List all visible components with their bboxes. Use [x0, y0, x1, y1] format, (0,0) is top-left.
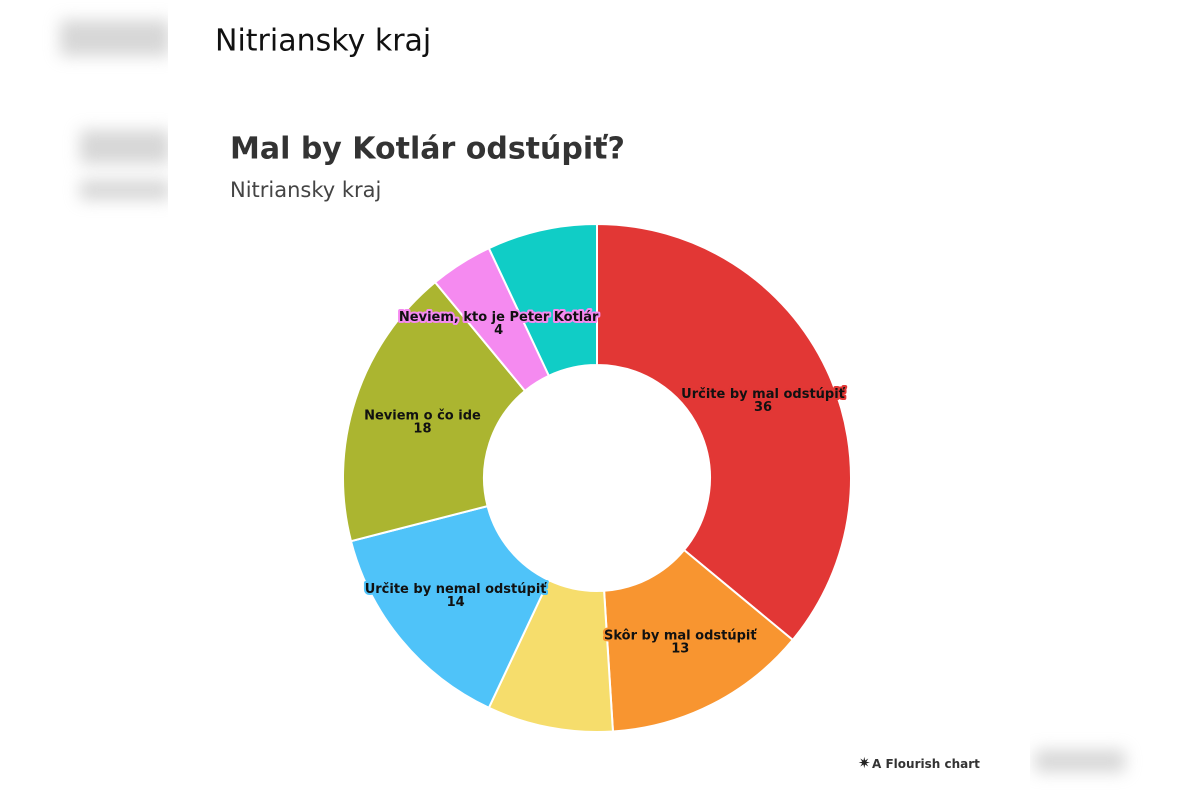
value-label: 18	[413, 421, 431, 436]
value-label: 4	[494, 323, 503, 338]
value-label: 13	[671, 641, 689, 656]
donut-segment	[342, 280, 527, 543]
blurred-background	[80, 130, 170, 164]
credit[interactable]: A Flourish chart	[872, 757, 980, 771]
donut-segment	[596, 222, 852, 642]
blurred-background	[1035, 750, 1125, 772]
segment-label: Neviem o čo ide	[364, 408, 481, 423]
blurred-background	[60, 20, 170, 56]
segment-label: Určite by nemal odstúpiť	[365, 582, 548, 597]
flourish-icon: ✷	[858, 754, 871, 772]
value-label: 14	[447, 595, 465, 610]
segment-label: Skôr by mal odstúpiť	[604, 628, 757, 643]
blurred-background	[80, 180, 170, 200]
donut-segment	[349, 504, 551, 710]
donut-segment	[603, 548, 795, 733]
value-label: 36	[754, 400, 772, 415]
chart-subtitle: Nitriansky kraj	[230, 178, 381, 202]
page-title: Nitriansky kraj	[215, 24, 431, 59]
donut-segment	[487, 222, 598, 378]
chart-title: Mal by Kotlár odstúpiť?	[230, 132, 625, 167]
segment-label: Neviem, kto je Peter Kotlár	[399, 310, 599, 325]
segment-label: Určite by mal odstúpiť	[681, 387, 845, 402]
